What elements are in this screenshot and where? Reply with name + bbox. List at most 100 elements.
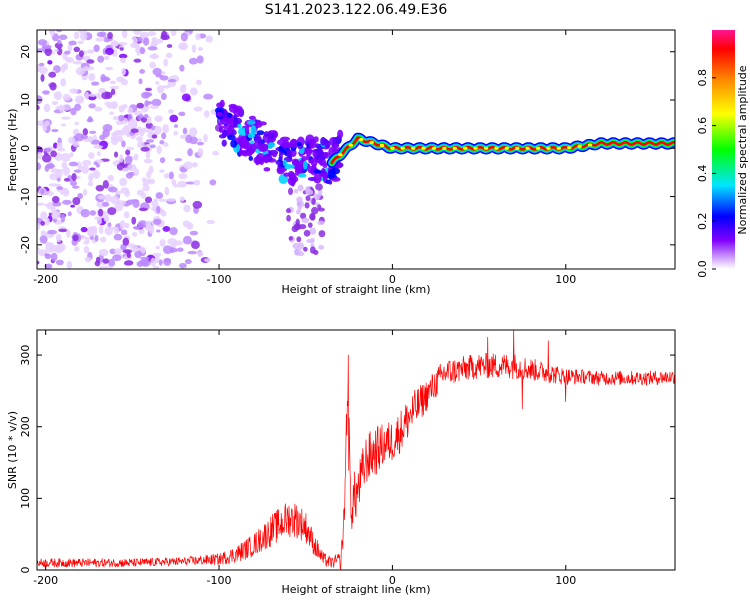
spectrogram-noise-blob bbox=[37, 260, 40, 265]
spectrogram-noise-blob bbox=[140, 117, 148, 123]
snr-y-tick-label: 0 bbox=[19, 567, 32, 574]
spectrogram-noise-blob bbox=[165, 52, 173, 59]
colorbar: 0.0 0.2 0.4 0.6 0.8 Normalized spectral ampl… bbox=[696, 30, 749, 278]
spectrogram-noise-blob bbox=[37, 39, 48, 46]
spectrogram-noise-blob bbox=[37, 202, 45, 206]
spectrogram-ridge-peak bbox=[390, 146, 395, 150]
spectrogram-noise-blob bbox=[124, 222, 130, 229]
colorbar-gradient bbox=[712, 30, 735, 269]
spectrogram-noise-blob bbox=[71, 185, 80, 189]
spectrogram-noise-blob bbox=[89, 130, 97, 134]
spectrogram-noise-blob bbox=[151, 134, 158, 139]
colorbar-tick-label: 0.2 bbox=[696, 212, 709, 230]
spectrogram-noise-blob bbox=[162, 85, 171, 89]
spectrogram-noise-blob bbox=[117, 42, 128, 46]
spectrogram-ridge-blob bbox=[296, 141, 302, 147]
spectrogram-noise-blob bbox=[156, 85, 165, 94]
colorbar-tick-label: 0.8 bbox=[696, 69, 709, 87]
spectrogram-noise-blob bbox=[113, 151, 119, 158]
spectrogram-noise-blob bbox=[168, 171, 174, 180]
spectrogram-ridge-blob bbox=[307, 165, 316, 174]
spectrogram-noise-blob bbox=[37, 162, 42, 171]
spectrogram-noise-blob bbox=[121, 67, 127, 76]
spectrogram-streak-blob bbox=[300, 212, 307, 220]
spectrogram-ridge-peak bbox=[525, 146, 530, 150]
spectrogram-noise-blob bbox=[102, 128, 110, 138]
spectrogram-content bbox=[37, 30, 675, 269]
spectrogram-noise-blob bbox=[87, 116, 93, 122]
spectrogram-noise-blob bbox=[81, 159, 92, 166]
spectrogram-noise-blob bbox=[45, 217, 50, 226]
snr-x-tick-label: -200 bbox=[33, 574, 58, 587]
spectrogram-noise-blob bbox=[189, 230, 198, 236]
spectrogram-noise-blob bbox=[84, 236, 90, 243]
spectrogram-noise-blob bbox=[60, 123, 67, 127]
spectrogram-noise-blob bbox=[126, 252, 132, 259]
colorbar-tick-label: 0.4 bbox=[696, 165, 709, 183]
spectrogram-noise-blob bbox=[181, 93, 191, 102]
spectrogram-ridge-blob bbox=[318, 158, 327, 166]
spectrogram-noise-blob bbox=[163, 58, 169, 67]
spectrogram-noise-blob bbox=[68, 40, 77, 46]
spectrogram-streak-blob bbox=[303, 246, 308, 252]
spectrogram-y-label: Frequency (Hz) bbox=[6, 109, 19, 192]
spectrogram-noise-blob bbox=[96, 31, 104, 38]
spectrogram-noise-blob bbox=[120, 78, 129, 86]
spectrogram-noise-blob bbox=[94, 234, 99, 242]
spectrogram-noise-blob bbox=[122, 237, 130, 246]
spectrogram-noise-blob bbox=[73, 169, 82, 173]
spectrogram-noise-blob bbox=[93, 44, 100, 52]
spectrogram-noise-blob bbox=[135, 37, 143, 42]
spectrogram-noise-blob bbox=[42, 124, 48, 132]
spectrogram-ridge-blob bbox=[281, 142, 290, 149]
spectrogram-y-tick-label: 10 bbox=[19, 93, 32, 107]
spectrogram-noise-blob bbox=[168, 109, 174, 114]
spectrogram-noise-blob bbox=[70, 180, 77, 187]
spectrogram-ridge-peak bbox=[369, 140, 374, 145]
spectrogram-noise-blob bbox=[177, 247, 184, 252]
spectrogram-y-tick-label: -10 bbox=[19, 188, 32, 206]
spectrogram-ridge-blob bbox=[256, 130, 265, 136]
spectrogram-noise-blob bbox=[37, 48, 45, 52]
spectrogram-frame bbox=[36, 29, 676, 270]
spectrogram-noise-blob bbox=[75, 95, 85, 104]
spectrogram-noise-blob bbox=[115, 120, 124, 126]
spectrogram-noise-blob bbox=[117, 200, 126, 206]
spectrogram-noise-blob bbox=[179, 134, 187, 139]
spectrogram-noise-blob bbox=[66, 260, 73, 269]
spectrogram-noise-blob bbox=[84, 91, 89, 100]
spectrogram-ridge-peak bbox=[535, 146, 541, 150]
spectrogram-noise-blob bbox=[102, 265, 113, 269]
spectrogram-noise-blob bbox=[47, 60, 53, 65]
spectrogram-noise-blob bbox=[72, 234, 79, 242]
spectrogram-streak-blob bbox=[305, 195, 311, 202]
spectrogram-noise-blob bbox=[47, 164, 54, 169]
spectrogram-ridge-blob bbox=[278, 151, 283, 161]
spectrogram-noise-blob bbox=[146, 170, 152, 179]
colorbar-tick-label: 0.0 bbox=[696, 260, 709, 278]
spectrogram-noise-blob bbox=[82, 188, 88, 196]
spectrogram-noise-blob bbox=[150, 257, 156, 267]
spectrogram-noise-blob bbox=[65, 57, 74, 63]
spectrogram-noise-blob bbox=[155, 38, 164, 44]
spectrogram-noise-blob bbox=[87, 135, 93, 143]
spectrogram-noise-blob bbox=[180, 32, 188, 42]
spectrogram-noise-blob bbox=[50, 30, 55, 37]
spectrogram-streak-blob bbox=[317, 220, 325, 226]
spectrogram-noise-blob bbox=[187, 250, 198, 255]
spectrogram-ridge-blob bbox=[332, 136, 340, 144]
spectrogram-noise-blob bbox=[59, 104, 64, 113]
spectrogram-noise-blob bbox=[110, 134, 121, 141]
spectrogram-noise-blob bbox=[183, 161, 194, 170]
spectrogram-ridge-blob bbox=[244, 125, 250, 136]
spectrogram-noise-blob bbox=[51, 210, 61, 220]
spectrogram-noise-blob bbox=[149, 54, 159, 59]
spectrogram-noise-blob bbox=[53, 91, 62, 101]
spectrogram-noise-blob bbox=[158, 259, 163, 266]
spectrogram-noise-blob bbox=[161, 71, 166, 75]
spectrogram-streak-blob bbox=[292, 242, 301, 250]
spectrogram-noise-blob bbox=[136, 189, 145, 196]
spectrogram-noise-blob bbox=[136, 136, 144, 142]
spectrogram-noise-blob bbox=[110, 42, 119, 47]
snr-y-label: SNR (10 * v/v) bbox=[6, 411, 19, 489]
